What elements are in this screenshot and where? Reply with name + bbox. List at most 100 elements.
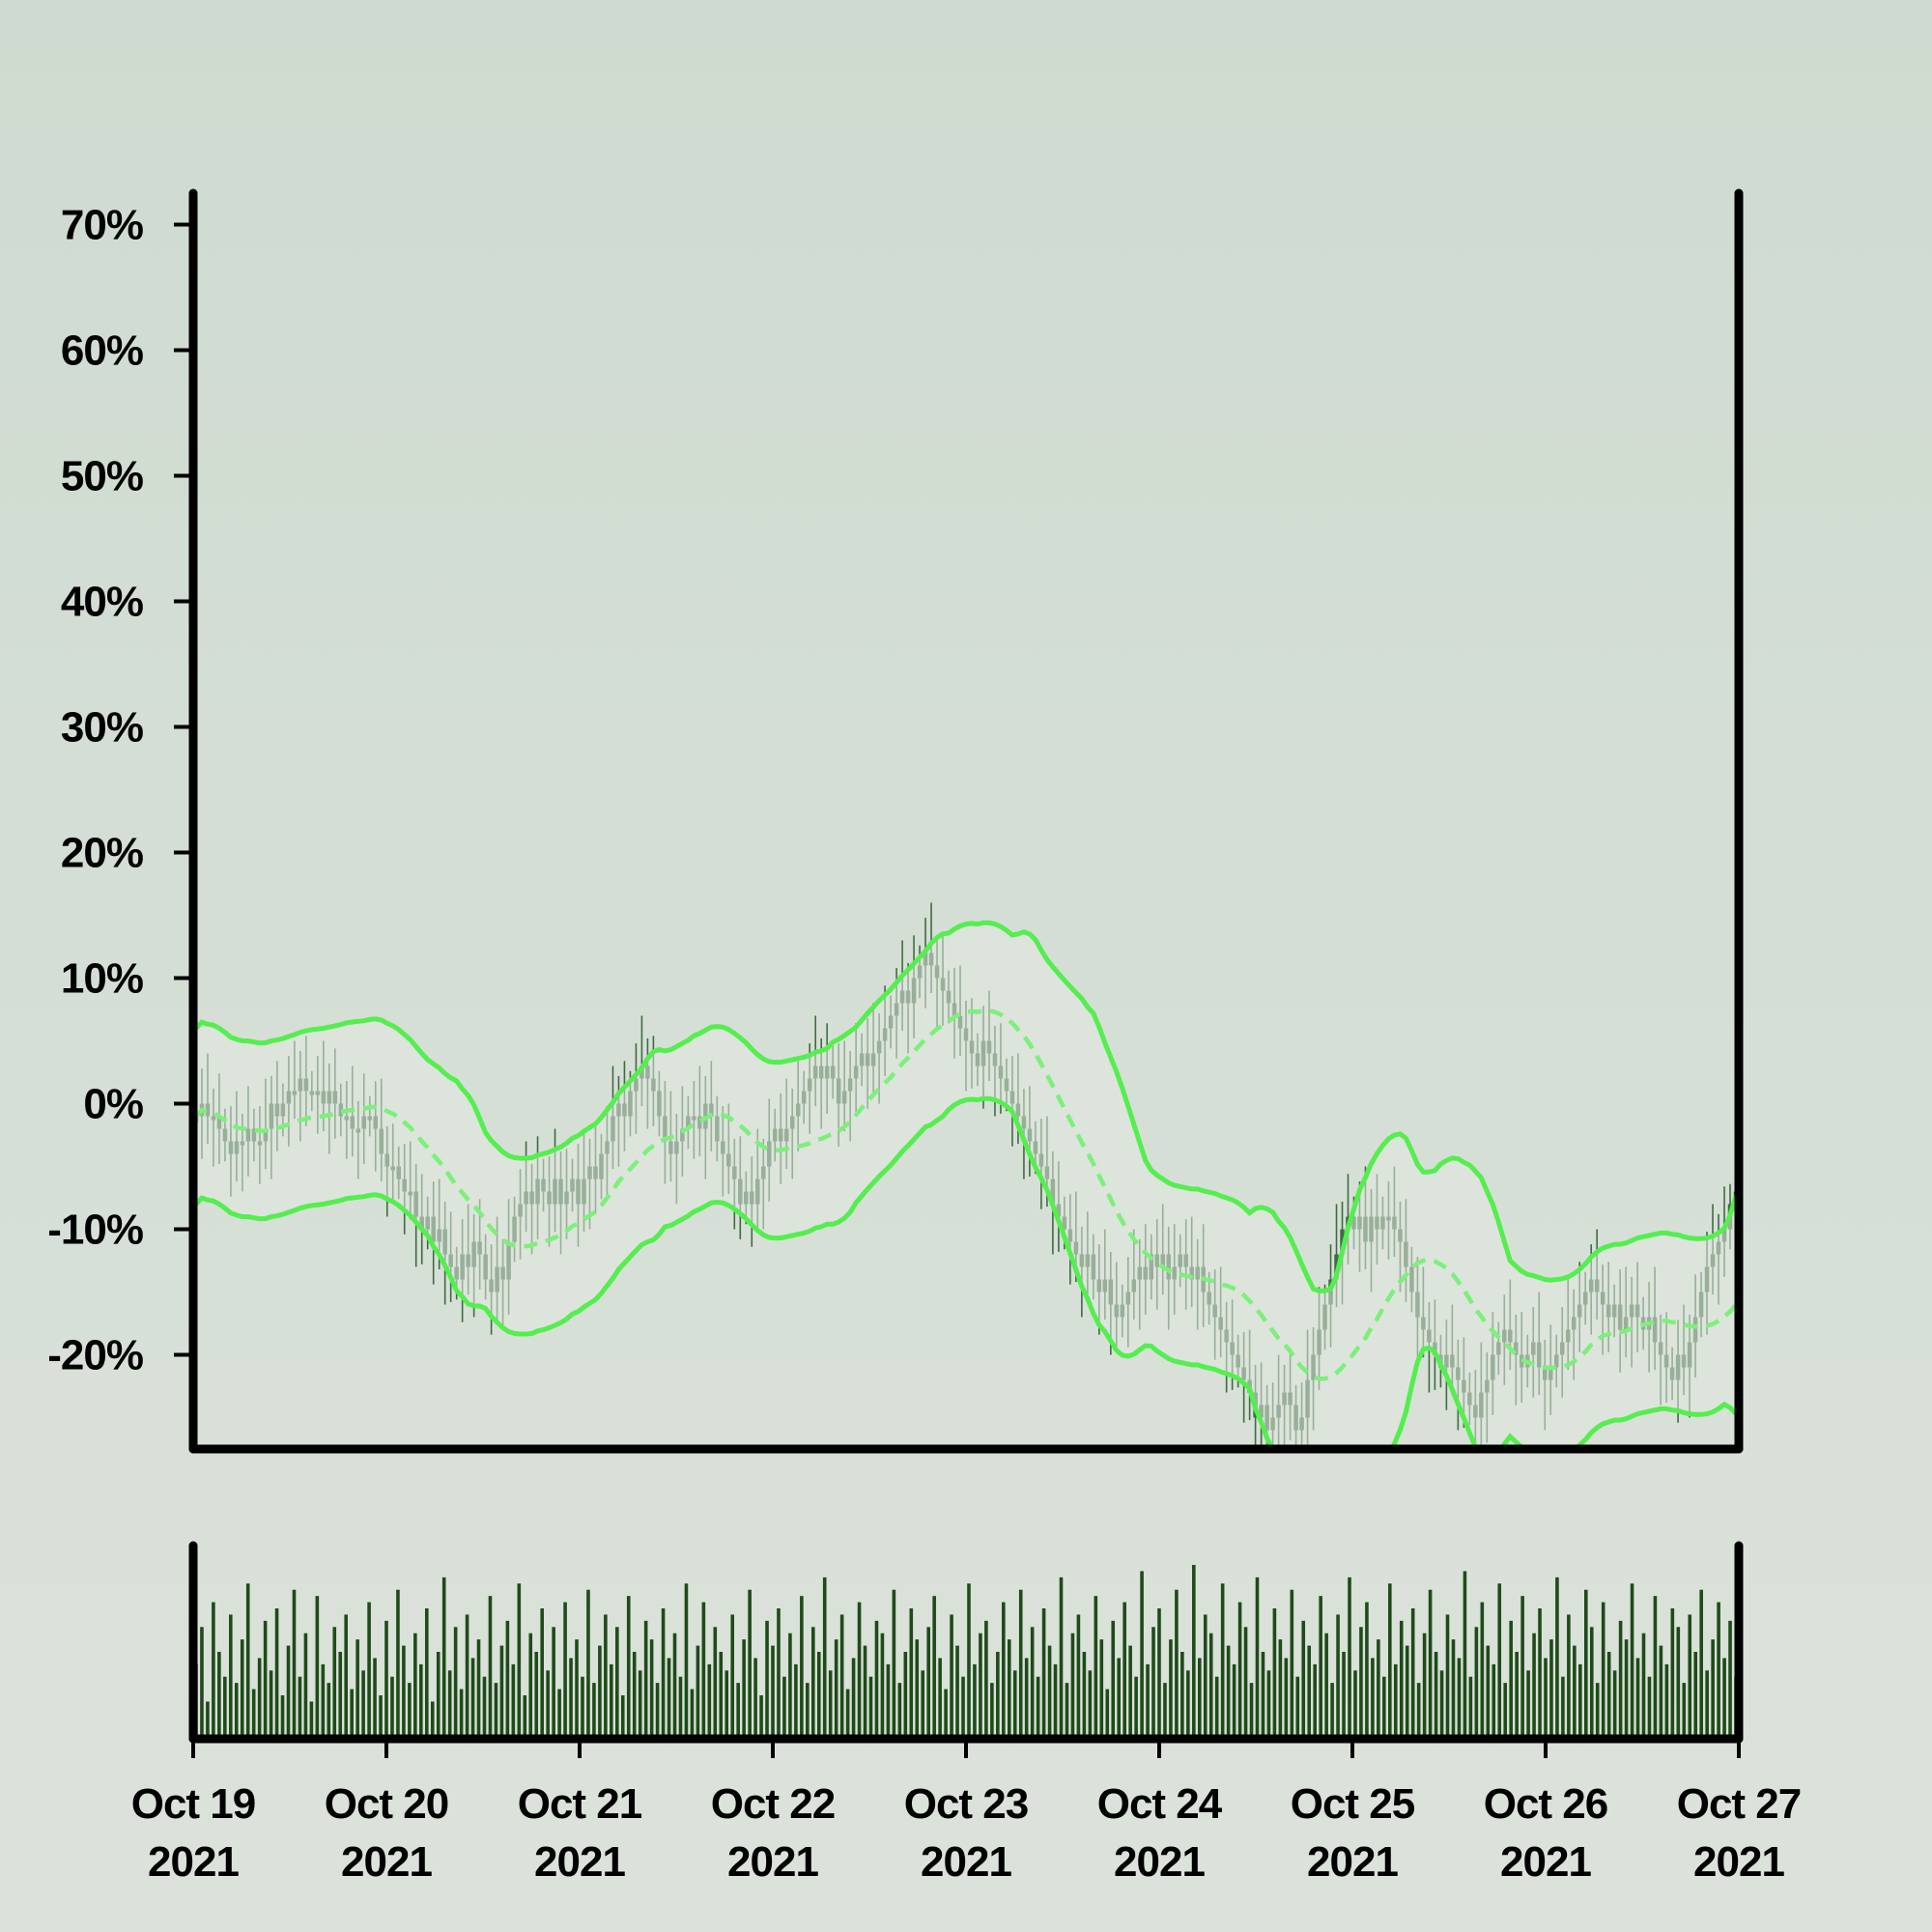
volume-bar xyxy=(408,1683,412,1739)
volume-bar xyxy=(771,1645,775,1739)
volume-bar xyxy=(274,1608,279,1739)
volume-bar xyxy=(615,1627,619,1739)
volume-bar xyxy=(200,1627,204,1739)
volume-bar xyxy=(678,1676,683,1739)
volume-bar xyxy=(1509,1620,1513,1739)
volume-bar xyxy=(1722,1658,1726,1739)
volume-bar xyxy=(453,1627,458,1739)
volume-bar xyxy=(581,1676,584,1739)
volume-bar xyxy=(390,1676,394,1739)
x-tick-label-date: Oct 23 xyxy=(904,1780,1029,1828)
volume-bar xyxy=(1290,1589,1294,1739)
volume-bar xyxy=(1670,1608,1675,1739)
volume-bar xyxy=(990,1683,994,1739)
volume-bar xyxy=(950,1614,953,1739)
volume-bar xyxy=(413,1633,417,1739)
volume-bar xyxy=(1410,1608,1415,1739)
volume-bar xyxy=(534,1652,539,1739)
volume-bar xyxy=(447,1670,452,1739)
volume-bar xyxy=(1728,1620,1732,1739)
volume-bar xyxy=(984,1620,988,1739)
volume-bar xyxy=(1272,1608,1277,1739)
volume-bar xyxy=(1192,1565,1196,1739)
volume-bar xyxy=(1134,1676,1138,1739)
volume-bar xyxy=(1203,1614,1208,1739)
volume-bar xyxy=(1319,1596,1322,1739)
volume-bar xyxy=(765,1620,769,1739)
volume-bar xyxy=(1301,1620,1306,1739)
volume-bar xyxy=(1520,1596,1524,1739)
volume-bar xyxy=(1693,1652,1698,1739)
volume-bar xyxy=(396,1589,400,1739)
volume-bar xyxy=(1342,1652,1346,1739)
volume-bar xyxy=(482,1676,487,1739)
volume-bar xyxy=(1175,1589,1179,1739)
volume-bar xyxy=(1353,1670,1357,1739)
y-tick-label: 60% xyxy=(61,327,143,375)
volume-bar xyxy=(1561,1676,1565,1739)
volume-bar xyxy=(1515,1652,1519,1739)
volume-bar xyxy=(552,1627,555,1739)
volume-bar xyxy=(1688,1614,1692,1739)
volume-bar xyxy=(430,1701,435,1739)
volume-bar xyxy=(713,1627,718,1739)
volume-bar xyxy=(1336,1614,1340,1739)
volume-bar xyxy=(1365,1602,1369,1739)
volume-bar xyxy=(1503,1683,1507,1739)
volume-bar xyxy=(1359,1627,1363,1739)
volume-bar xyxy=(1705,1670,1709,1739)
axes: 70% 60% 50% 40% 30% 20% 10% 0% -10% -20% Oct 19 202… xyxy=(47,188,1802,1886)
volume-bar xyxy=(280,1695,285,1739)
x-tick-label-year: 2021 xyxy=(341,1838,432,1886)
volume-bar xyxy=(459,1689,464,1739)
volume-bar xyxy=(816,1652,821,1739)
volume-bar xyxy=(1544,1658,1548,1739)
band-fill xyxy=(196,923,1736,1449)
y-tick-label: 40% xyxy=(61,579,143,626)
volume-bar xyxy=(1664,1663,1669,1739)
x-tick-label-date: Oct 24 xyxy=(1097,1780,1223,1828)
volume-bar xyxy=(470,1658,475,1739)
x-tick-label-year: 2021 xyxy=(534,1838,625,1886)
volume-bar xyxy=(1249,1683,1254,1739)
volume-bar xyxy=(505,1620,510,1739)
volume-bar xyxy=(321,1663,326,1739)
volume-bar xyxy=(523,1695,527,1739)
x-tick-label-date: Oct 26 xyxy=(1484,1780,1608,1828)
volume-bar xyxy=(926,1627,930,1739)
volume-bar xyxy=(251,1689,256,1739)
upper-band-line xyxy=(194,920,1739,1293)
volume-bar xyxy=(961,1676,965,1739)
volume-bar xyxy=(367,1602,371,1739)
volume-bar xyxy=(1002,1602,1006,1739)
volume-bar xyxy=(1549,1639,1553,1739)
volume-bar xyxy=(436,1652,440,1739)
y-tick-label: -10% xyxy=(47,1207,143,1254)
volume-bar xyxy=(286,1645,291,1739)
volume-bar xyxy=(1065,1683,1069,1739)
volume-bar xyxy=(604,1614,608,1739)
volume-bar xyxy=(1474,1627,1479,1739)
volume-bar xyxy=(1180,1652,1184,1739)
volume-bar xyxy=(1439,1670,1444,1739)
volume-panel xyxy=(194,1565,1738,1739)
y-tick-label: 30% xyxy=(61,704,143,752)
volume-bar xyxy=(1480,1602,1485,1739)
volume-bar xyxy=(1330,1683,1334,1739)
volume-bar xyxy=(540,1608,544,1739)
volume-bar xyxy=(1589,1627,1594,1739)
volume-bar xyxy=(441,1577,446,1739)
x-tick-label-year: 2021 xyxy=(1307,1838,1398,1886)
volume-bar xyxy=(240,1639,244,1739)
volume-bar xyxy=(626,1596,631,1739)
volume-bar xyxy=(1422,1633,1427,1739)
volume-bar xyxy=(1169,1639,1173,1739)
volume-bar xyxy=(828,1670,833,1739)
volume-bar xyxy=(834,1639,838,1739)
volume-bar xyxy=(350,1689,354,1739)
volume-bar xyxy=(1208,1633,1213,1739)
volume-bar xyxy=(229,1614,233,1739)
volume-bar xyxy=(1647,1676,1652,1739)
volume-bar xyxy=(245,1583,250,1739)
volume-bar xyxy=(1232,1663,1236,1739)
